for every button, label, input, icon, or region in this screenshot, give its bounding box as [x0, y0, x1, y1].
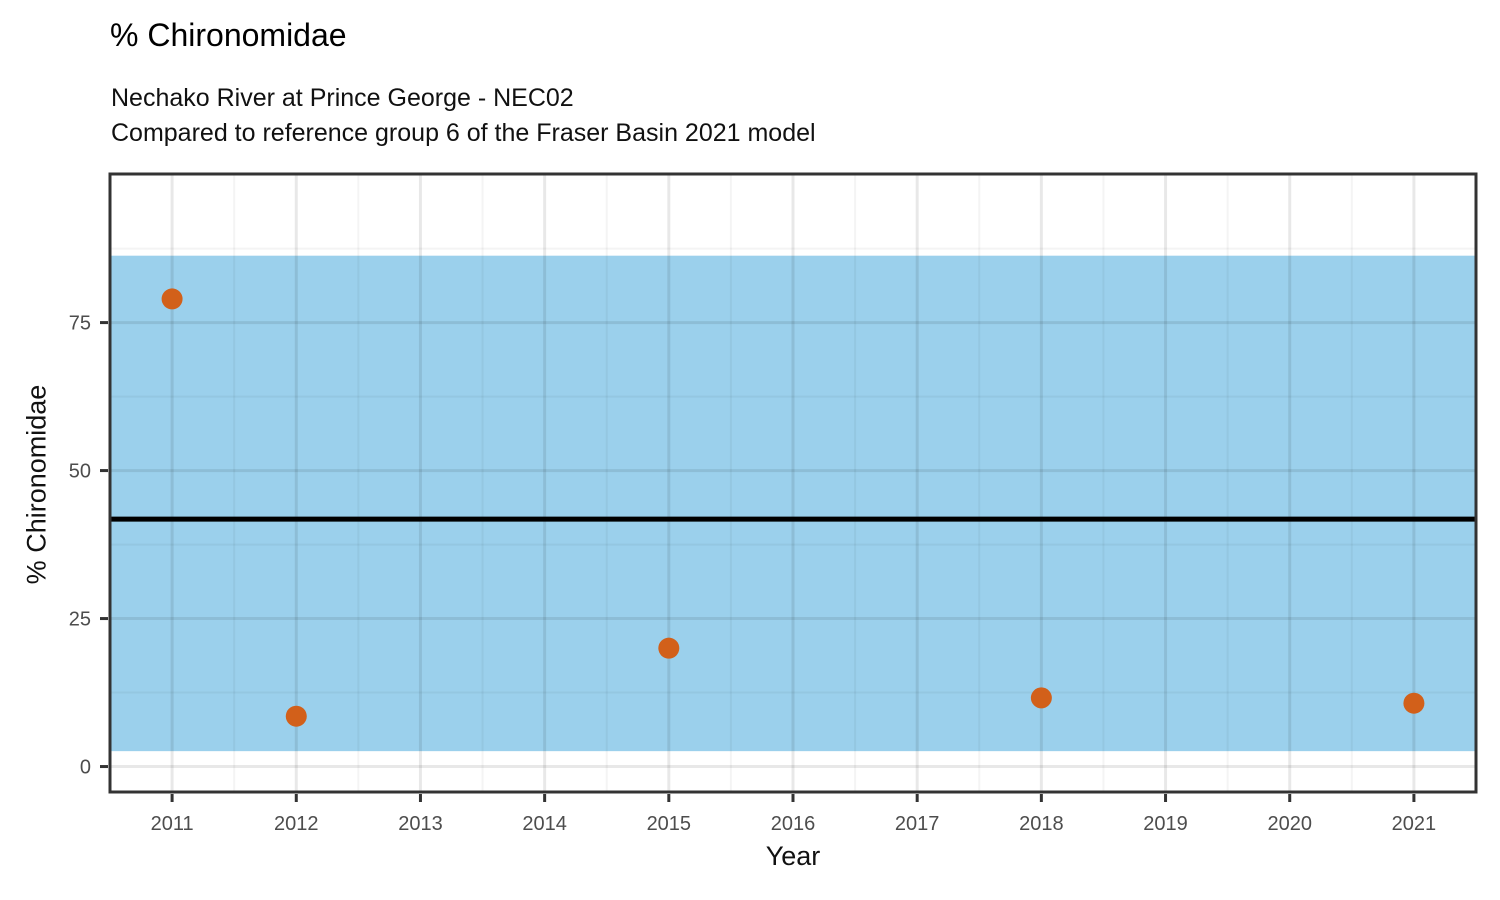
x-tick-label: 2016 — [771, 813, 816, 835]
y-tick-label: 75 — [69, 313, 91, 335]
x-tick-label: 2019 — [1143, 813, 1188, 835]
y-tick-label: 25 — [69, 609, 91, 631]
reference-band — [110, 255, 1476, 752]
x-axis-title: Year — [765, 841, 821, 871]
x-tick-label: 2020 — [1267, 813, 1312, 835]
y-tick-label: 50 — [69, 461, 91, 483]
x-tick-label: 2014 — [522, 813, 567, 835]
y-axis-title: % Chironomidae — [21, 384, 52, 585]
plot-subtitle-line2: Compared to reference group 6 of the Fra… — [111, 119, 816, 147]
data-point — [1403, 692, 1425, 714]
x-tick-label: 2011 — [151, 813, 194, 835]
x-tick-label: 2018 — [1019, 813, 1064, 835]
data-point — [1030, 687, 1052, 709]
plot-subtitle: Nechako River at Prince George - NEC02 C… — [111, 81, 816, 151]
y-tick-label: 0 — [80, 757, 91, 779]
x-tick-label: 2015 — [647, 813, 692, 835]
plot-title: % Chironomidae — [110, 17, 347, 53]
data-point — [285, 705, 307, 727]
x-tick-label: 2013 — [398, 813, 443, 835]
panel-border — [108, 172, 1478, 794]
plot-subtitle-line1: Nechako River at Prince George - NEC02 — [111, 84, 574, 112]
x-tick-label: 2012 — [274, 813, 319, 835]
data-point — [161, 288, 183, 310]
data-point — [658, 637, 680, 659]
x-tick-label: 2021 — [1392, 813, 1437, 835]
x-tick-label: 2017 — [895, 813, 940, 835]
